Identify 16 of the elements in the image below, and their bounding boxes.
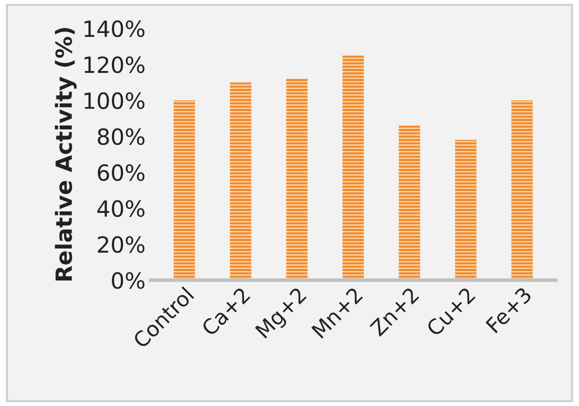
y-tick-label: 0% — [112, 272, 144, 289]
y-tick-label: 100% — [84, 92, 144, 110]
y-tick-label: 40% — [97, 200, 144, 217]
y-tick-label: 20% — [98, 236, 144, 253]
bar — [398, 126, 420, 280]
bar — [511, 100, 533, 280]
bar — [174, 100, 196, 280]
y-tick-label: 140% — [84, 20, 144, 38]
y-tick-label: 80% — [98, 128, 144, 146]
bar — [286, 78, 308, 280]
y-tick-label: 120% — [84, 56, 144, 74]
y-axis-title: Relative Activity (%) — [54, 28, 77, 280]
bar — [455, 140, 476, 280]
bar — [342, 55, 364, 280]
y-tick-label: 60% — [98, 164, 144, 182]
bar — [230, 82, 252, 280]
